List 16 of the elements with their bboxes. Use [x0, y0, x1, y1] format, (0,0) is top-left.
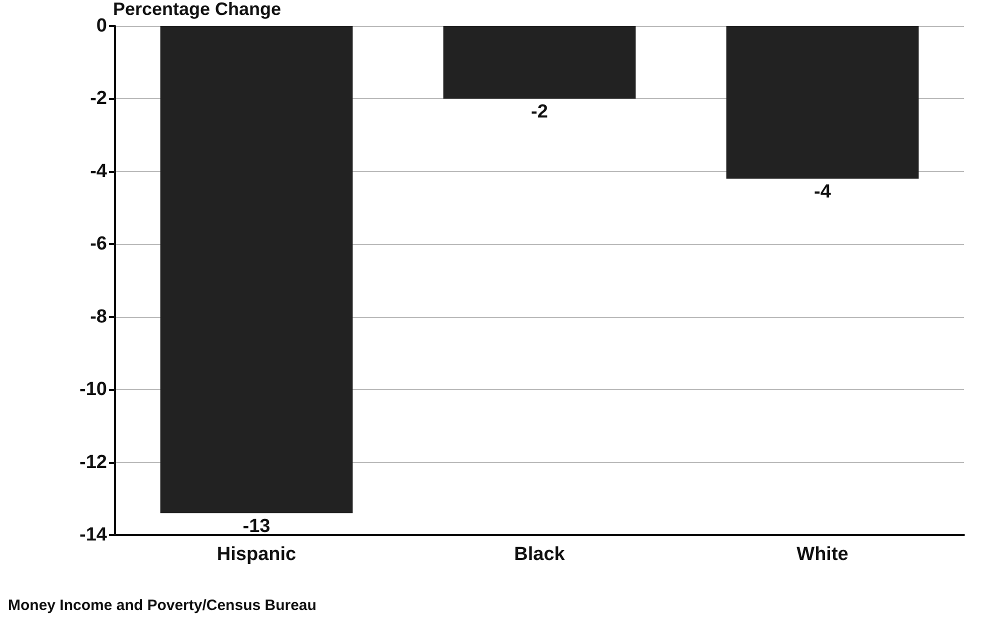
x-tick-label: Black — [514, 544, 566, 565]
y-tick-label: -14 — [80, 524, 108, 546]
y-tick-label: -12 — [80, 452, 107, 473]
y-tick-label: -6 — [90, 234, 107, 255]
data-label: -13 — [242, 516, 270, 538]
y-tick-label: -8 — [90, 306, 107, 328]
y-tick-label: -2 — [90, 88, 107, 110]
y-tick-label: 0 — [96, 16, 107, 36]
data-label: -2 — [531, 102, 548, 123]
x-tick-label: Hispanic — [216, 544, 297, 565]
data-label: -4 — [814, 182, 832, 203]
y-tick-label: -4 — [90, 160, 108, 182]
text: Money Income and Poverty/Census Bureau — [8, 597, 316, 614]
y-axis-title: Percentage Change — [113, 0, 282, 19]
y-tick-label: -10 — [80, 379, 107, 400]
x-tick-label: White — [796, 544, 848, 565]
